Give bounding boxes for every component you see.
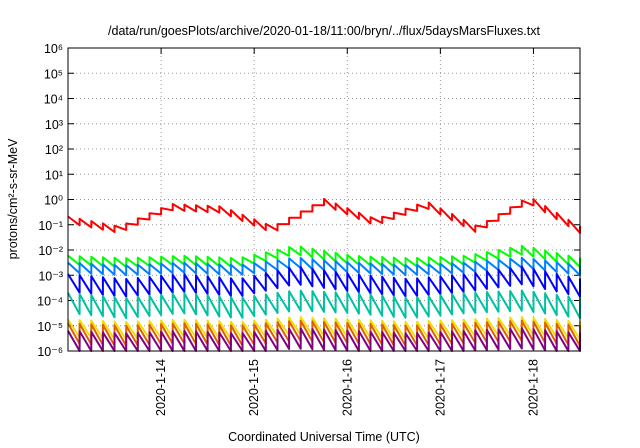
series-line-6: [67, 316, 581, 341]
y-tick-label: 10⁵: [44, 67, 63, 81]
series-line-7: [67, 319, 581, 347]
y-tick-label: 10⁻²: [38, 244, 63, 258]
x-tick-label: 2020-1-17: [433, 359, 447, 416]
y-tick-labels: 10⁻⁶ 10⁻⁵ 10⁻⁴ 10⁻³ 10⁻² 10⁻¹ 10⁰ 10¹ 10² 10³ 10⁴ 1…: [37, 42, 63, 359]
x-tick-label: 2020-1-16: [340, 359, 354, 416]
series-lines: [67, 197, 581, 352]
y-tick-label: 10³: [45, 118, 63, 132]
chart-title: /data/run/goesPlots/archive/2020-01-18/1…: [108, 24, 540, 38]
series-line-4: [67, 265, 581, 298]
y-tick-label: 10⁶: [44, 42, 63, 56]
plot-frame: [67, 47, 581, 352]
series-line-2: [67, 244, 581, 268]
x-tick-label: 2020-1-18: [526, 359, 540, 416]
y-tick-label: 10⁻⁶: [37, 345, 63, 359]
y-tick-label: 10¹: [45, 168, 63, 182]
x-axis-label: Coordinated Universal Time (UTC): [228, 430, 420, 444]
y-tick-label: 10⁻¹: [38, 219, 63, 233]
y-tick-label: 10²: [45, 143, 63, 157]
series-line-1: [67, 197, 581, 234]
x-tick-labels: 2020-1-14 2020-1-15 2020-1-16 2020-1-17 2020…: [154, 359, 540, 416]
y-axis-label: protons/cm²-s-sr-MeV: [6, 138, 20, 260]
y-tick-label: 10⁰: [44, 194, 63, 208]
series-line-5: [67, 289, 581, 320]
series-line-8: [67, 327, 581, 352]
y-tick-label: 10⁻⁵: [37, 320, 63, 334]
x-tick-label: 2020-1-14: [154, 359, 168, 416]
series-line-3: [67, 256, 581, 277]
y-tick-label: 10⁻⁴: [37, 295, 63, 309]
x-tick-label: 2020-1-15: [247, 359, 261, 416]
y-tick-label: 10⁻³: [38, 269, 63, 283]
y-tick-label: 10⁴: [44, 93, 63, 107]
